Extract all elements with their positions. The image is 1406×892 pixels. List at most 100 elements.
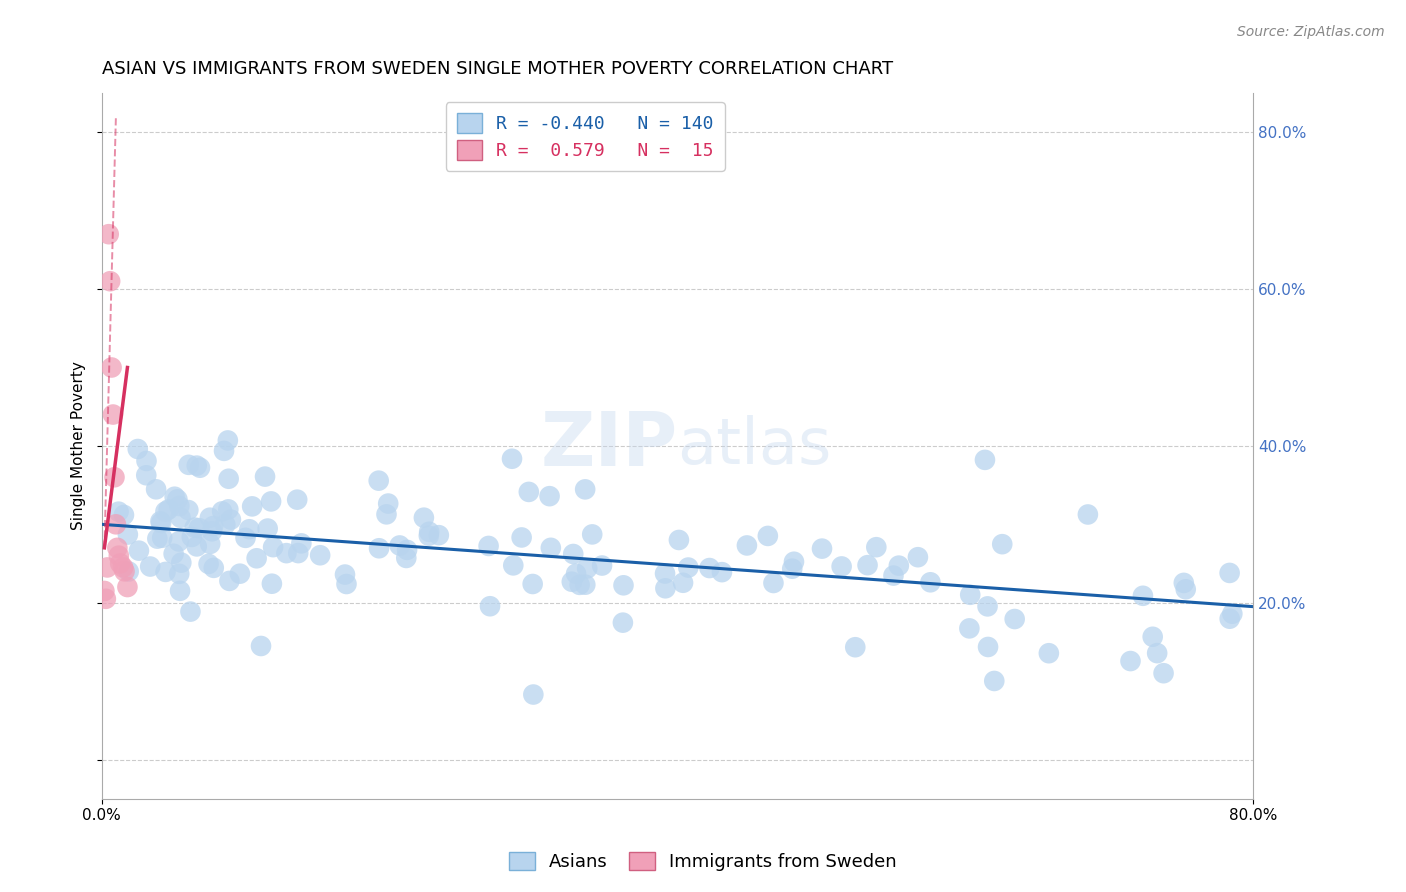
Point xyxy=(214,517,236,532)
Point xyxy=(396,542,419,557)
Point xyxy=(110,557,132,571)
Point xyxy=(127,442,149,456)
Point xyxy=(217,434,239,448)
Point xyxy=(377,497,399,511)
Point xyxy=(501,451,523,466)
Point xyxy=(418,529,440,543)
Point xyxy=(1004,612,1026,626)
Point xyxy=(149,514,172,528)
Point xyxy=(1119,654,1142,668)
Point xyxy=(502,558,524,573)
Point xyxy=(218,472,240,486)
Point xyxy=(983,673,1005,688)
Point xyxy=(335,577,357,591)
Point xyxy=(678,560,700,574)
Point xyxy=(135,468,157,483)
Point xyxy=(920,575,942,590)
Point xyxy=(479,599,502,614)
Point xyxy=(735,538,758,552)
Point xyxy=(202,519,225,533)
Point xyxy=(574,577,596,591)
Point xyxy=(112,560,135,574)
Legend: Asians, Immigrants from Sweden: Asians, Immigrants from Sweden xyxy=(502,845,904,879)
Point xyxy=(162,547,184,561)
Point xyxy=(699,561,721,575)
Point xyxy=(177,503,200,517)
Legend: R = -0.440   N = 140, R =  0.579   N =  15: R = -0.440 N = 140, R = 0.579 N = 15 xyxy=(446,102,724,170)
Point xyxy=(96,560,118,574)
Text: ASIAN VS IMMIGRANTS FROM SWEDEN SINGLE MOTHER POVERTY CORRELATION CHART: ASIAN VS IMMIGRANTS FROM SWEDEN SINGLE M… xyxy=(101,60,893,78)
Point xyxy=(235,531,257,545)
Point xyxy=(188,460,211,475)
Point xyxy=(169,499,191,513)
Point xyxy=(510,531,533,545)
Point xyxy=(561,574,583,589)
Point xyxy=(581,527,603,541)
Point xyxy=(977,640,1000,654)
Point xyxy=(107,549,129,563)
Point xyxy=(240,500,263,514)
Point xyxy=(882,568,904,582)
Point xyxy=(169,583,191,598)
Point xyxy=(188,521,211,535)
Point xyxy=(211,504,233,518)
Point xyxy=(103,470,125,484)
Point xyxy=(139,559,162,574)
Point xyxy=(654,582,676,596)
Point xyxy=(94,591,117,606)
Point xyxy=(107,505,129,519)
Point xyxy=(290,536,312,550)
Point xyxy=(831,559,853,574)
Point xyxy=(856,558,879,573)
Point xyxy=(957,621,980,635)
Point xyxy=(219,513,242,527)
Point xyxy=(591,558,613,573)
Point xyxy=(612,615,634,630)
Point xyxy=(1219,566,1241,580)
Point xyxy=(93,584,115,599)
Point xyxy=(118,565,141,579)
Point xyxy=(150,531,173,545)
Point xyxy=(167,566,190,581)
Point xyxy=(287,546,309,560)
Point xyxy=(260,494,283,508)
Point xyxy=(117,527,139,541)
Point xyxy=(574,483,596,497)
Point xyxy=(157,502,180,516)
Point xyxy=(538,489,561,503)
Point xyxy=(612,578,634,592)
Point xyxy=(907,550,929,565)
Point xyxy=(97,227,120,242)
Text: ZIP: ZIP xyxy=(540,409,678,483)
Point xyxy=(260,576,283,591)
Point xyxy=(1146,646,1168,660)
Point xyxy=(218,574,240,588)
Point xyxy=(412,510,434,524)
Point xyxy=(170,556,193,570)
Point xyxy=(668,533,690,547)
Point xyxy=(179,605,201,619)
Point xyxy=(762,576,785,591)
Point xyxy=(238,522,260,536)
Point xyxy=(201,524,224,539)
Point xyxy=(517,484,540,499)
Point xyxy=(186,540,208,554)
Point xyxy=(959,588,981,602)
Point xyxy=(246,551,269,566)
Point xyxy=(146,532,169,546)
Point xyxy=(101,408,124,422)
Point xyxy=(865,540,887,554)
Point xyxy=(478,539,501,553)
Point xyxy=(197,557,219,571)
Point xyxy=(163,490,186,504)
Point xyxy=(169,510,191,524)
Point xyxy=(166,492,188,507)
Point xyxy=(155,565,177,579)
Point xyxy=(565,566,588,581)
Point xyxy=(756,529,779,543)
Point xyxy=(1153,666,1175,681)
Point xyxy=(276,546,298,560)
Point xyxy=(167,534,190,549)
Point xyxy=(262,540,284,554)
Point xyxy=(186,458,208,473)
